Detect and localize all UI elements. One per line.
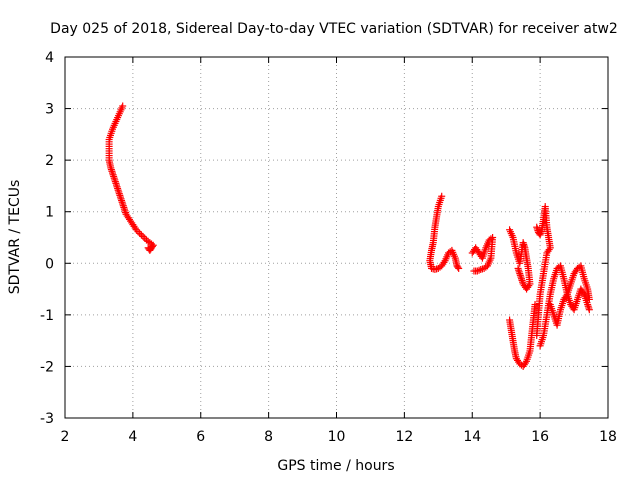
data-point: [514, 264, 522, 272]
x-tick-label: 10: [328, 429, 346, 445]
data-point: [141, 234, 149, 242]
y-tick-label: -2: [40, 359, 54, 375]
data-point: [137, 231, 145, 239]
y-tick-label: -1: [40, 308, 54, 324]
x-tick-label: 2: [61, 429, 70, 445]
data-point: [477, 265, 485, 273]
x-tick-label: 16: [531, 429, 549, 445]
y-tick-label: 3: [45, 102, 54, 118]
data-point: [521, 359, 529, 367]
data-point: [139, 232, 147, 240]
data-point: [585, 306, 593, 314]
chart-title: Day 025 of 2018, Sidereal Day-to-day VTE…: [50, 21, 618, 37]
x-tick-label: 14: [463, 429, 481, 445]
x-tick-label: 8: [264, 429, 273, 445]
y-tick-label: 1: [45, 205, 54, 221]
x-tick-labels: 2 4 6 8 10 12 14 16 18: [61, 429, 617, 445]
y-tick-label: 2: [45, 153, 54, 169]
data-point: [579, 289, 587, 297]
axis-ticks: [64, 56, 609, 419]
data-point: [136, 229, 144, 237]
data-point: [131, 224, 139, 232]
data-point: [455, 264, 463, 272]
data-point: [533, 331, 541, 339]
data-point: [470, 267, 478, 275]
y-axis-label: SDTVAR / TECUs: [7, 180, 23, 295]
y-tick-label: 0: [45, 256, 54, 272]
data-point: [144, 244, 152, 252]
x-tick-label: 18: [599, 429, 617, 445]
data-point: [475, 266, 483, 274]
plot-frame: [64, 56, 609, 419]
data-point: [531, 301, 539, 309]
data-point: [487, 235, 495, 243]
data-point: [440, 258, 448, 266]
data-point: [145, 245, 153, 253]
data-point: [520, 282, 528, 290]
data-point: [544, 247, 552, 255]
x-axis-label: GPS time / hours: [277, 458, 394, 474]
x-tick-label: 4: [128, 429, 137, 445]
data-points: [105, 102, 593, 370]
y-tick-label: -3: [40, 411, 54, 427]
x-tick-label: 6: [196, 429, 205, 445]
y-tick-label: 4: [45, 50, 54, 66]
data-point: [454, 263, 462, 271]
y-tick-labels: -3 -2 -1 0 1 2 3 4: [40, 50, 54, 427]
x-tick-label: 12: [395, 429, 413, 445]
